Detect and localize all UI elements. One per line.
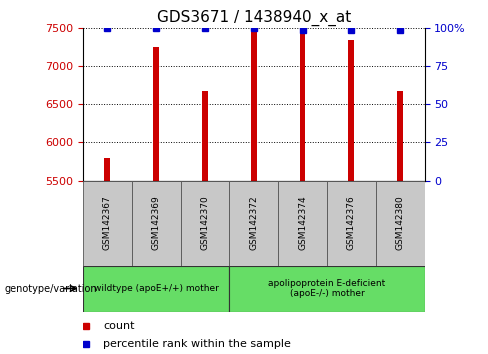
Text: GSM142367: GSM142367 [103, 196, 112, 250]
Text: GSM142376: GSM142376 [347, 196, 356, 250]
Text: GSM142380: GSM142380 [396, 196, 405, 250]
Bar [397, 91, 403, 181]
Bar [300, 32, 305, 181]
Bar [104, 159, 110, 181]
Bar [348, 40, 354, 181]
Text: apolipoprotein E-deficient
(apoE-/-) mother: apolipoprotein E-deficient (apoE-/-) mot… [268, 279, 386, 298]
Text: genotype/variation: genotype/variation [5, 284, 98, 293]
FancyBboxPatch shape [376, 181, 425, 266]
Bar [153, 47, 159, 181]
Text: GSM142372: GSM142372 [249, 196, 258, 250]
FancyBboxPatch shape [229, 181, 278, 266]
FancyBboxPatch shape [83, 266, 229, 312]
Title: GDS3671 / 1438940_x_at: GDS3671 / 1438940_x_at [157, 9, 351, 25]
Bar [202, 91, 208, 181]
Text: count: count [103, 321, 135, 331]
FancyBboxPatch shape [229, 266, 425, 312]
Bar [251, 32, 257, 181]
Text: GSM142370: GSM142370 [201, 196, 209, 250]
FancyBboxPatch shape [181, 181, 229, 266]
FancyBboxPatch shape [278, 181, 327, 266]
Text: percentile rank within the sample: percentile rank within the sample [103, 339, 291, 349]
FancyBboxPatch shape [327, 181, 376, 266]
FancyBboxPatch shape [132, 181, 181, 266]
Text: GSM142369: GSM142369 [152, 196, 161, 250]
Text: GSM142374: GSM142374 [298, 196, 307, 250]
FancyBboxPatch shape [83, 181, 132, 266]
Text: wildtype (apoE+/+) mother: wildtype (apoE+/+) mother [94, 284, 219, 293]
